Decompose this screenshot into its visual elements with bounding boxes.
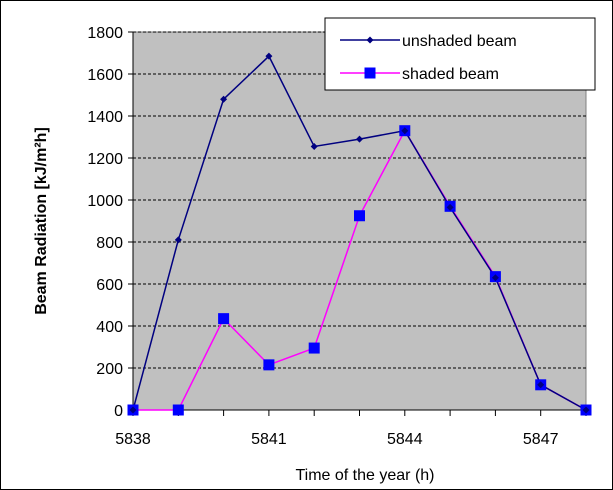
unshaded-beam-point-7	[446, 203, 454, 211]
y-tick-label-1000: 1000	[87, 193, 123, 210]
x-axis-title: Time of the year (h)	[295, 467, 434, 484]
unshaded-beam-point-8	[491, 274, 499, 282]
shaded-beam-point-1	[172, 404, 184, 416]
unshaded-beam-point-2	[220, 95, 228, 103]
y-tick-label-1400: 1400	[87, 109, 123, 126]
x-tick-label-5847: 5847	[523, 431, 559, 448]
y-tick-labels: 0 200 400 600 800 1000 1200 1400 1600 1800	[87, 25, 133, 420]
shaded-beam-point-2	[218, 313, 230, 325]
y-tick-label-600: 600	[96, 277, 123, 294]
y-tick-label-400: 400	[96, 319, 123, 336]
shaded-beam-point-3	[263, 359, 275, 371]
unshaded-beam-point-1	[174, 236, 182, 244]
y-axis-title: Beam Radiation [kJ/m²h]	[33, 127, 50, 315]
y-tick-label-200: 200	[96, 361, 123, 378]
y-tick-label-0: 0	[114, 403, 123, 420]
unshaded-beam-point-5	[356, 135, 363, 143]
unshaded-beam-point-4	[310, 142, 318, 150]
series-markers	[127, 52, 592, 416]
y-tick-label-1200: 1200	[87, 151, 123, 168]
x-tick-label-5844: 5844	[387, 431, 423, 448]
unshaded-beam-point-0	[129, 406, 137, 414]
x-tick-labels: 5838 5841 5844 5847	[115, 410, 587, 448]
unshaded-beam-point-9	[537, 381, 545, 389]
unshaded-beam-point-10	[582, 406, 590, 414]
y-tick-label-1800: 1800	[87, 25, 123, 42]
shaded-beam-point-5	[354, 210, 365, 222]
legend: unshaded beam shaded beam	[324, 17, 596, 91]
legend-marker-0	[366, 36, 374, 44]
y-tick-label-1600: 1600	[87, 67, 123, 84]
legend-marker-1	[364, 67, 376, 79]
legend-label-0: unshaded beam	[402, 33, 517, 50]
shaded-beam-point-4	[308, 342, 320, 354]
unshaded-beam-point-6	[401, 127, 409, 135]
unshaded-beam-point-3	[265, 52, 273, 60]
x-tick-label-5841: 5841	[251, 431, 287, 448]
x-tick-label-5838: 5838	[115, 431, 151, 448]
y-tick-label-800: 800	[96, 235, 123, 252]
legend-label-1: shaded beam	[402, 66, 499, 83]
